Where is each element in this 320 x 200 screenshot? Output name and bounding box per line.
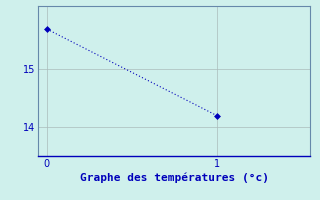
X-axis label: Graphe des températures (°c): Graphe des températures (°c) (80, 173, 269, 183)
